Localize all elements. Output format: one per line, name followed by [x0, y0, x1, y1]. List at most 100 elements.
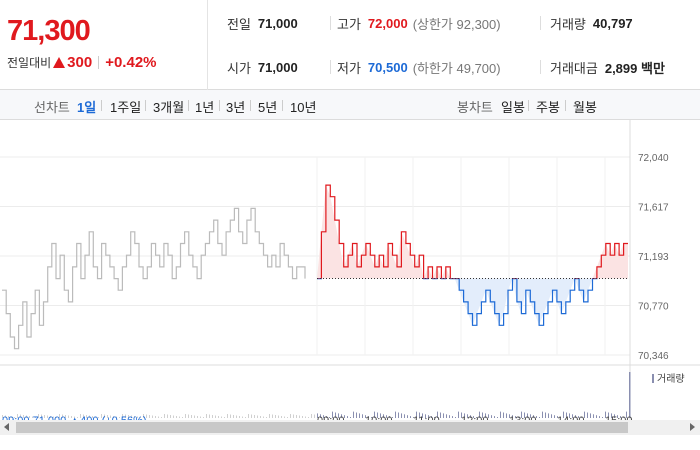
- volume-bar: [572, 414, 573, 418]
- volume-bar: [287, 417, 288, 418]
- stat-value: 71,000: [257, 59, 298, 75]
- stat-open: 시가 71,000: [227, 57, 298, 77]
- volume-bar: [524, 412, 525, 418]
- volume-bar: [299, 415, 300, 418]
- volume-bar: [146, 414, 147, 418]
- chart-scrollbar[interactable]: [0, 420, 700, 435]
- range-3y[interactable]: 3년: [226, 100, 246, 115]
- change-label: 전일대비: [7, 56, 52, 70]
- candle-weekly[interactable]: 주봉: [536, 100, 560, 115]
- candle-chart-label: 봉차트: [457, 100, 493, 115]
- volume-bar: [428, 415, 429, 418]
- volume-bar: [2, 415, 3, 418]
- candle-monthly[interactable]: 월봉: [573, 100, 597, 115]
- scroll-left-icon[interactable]: [4, 423, 9, 431]
- volume-bar: [149, 415, 150, 418]
- range-1d[interactable]: 1일: [77, 100, 97, 115]
- volume-bar: [89, 415, 90, 418]
- volume-bar: [515, 416, 516, 418]
- volume-bar: [20, 414, 21, 418]
- volume-bar: [182, 417, 183, 418]
- current-price: 71,300: [7, 15, 91, 47]
- volume-bar: [308, 417, 309, 418]
- candle-daily[interactable]: 일봉: [501, 100, 525, 115]
- volume-bar: [425, 414, 426, 418]
- range-10y[interactable]: 10년: [290, 100, 317, 115]
- y-tick-label: 71,617: [638, 203, 669, 214]
- scroll-right-icon[interactable]: [690, 423, 695, 431]
- volume-bar: [560, 417, 561, 418]
- volume-bar: [593, 414, 594, 418]
- stat-label: 고가: [337, 16, 361, 32]
- volume-bar: [416, 411, 417, 418]
- volume-bar: [443, 413, 444, 418]
- volume-bar: [293, 414, 294, 418]
- volume-bar: [23, 415, 24, 418]
- volume-bar: [254, 415, 255, 418]
- volume-bar: [131, 415, 132, 418]
- volume-bar: [116, 416, 117, 418]
- volume-bar: [323, 415, 324, 418]
- volume-bar: [383, 414, 384, 418]
- x-axis-label: 09:00 71,000 ▲400 (+0.56%): [2, 415, 147, 420]
- volume-bar: [59, 414, 60, 418]
- volume-bar: [488, 414, 489, 418]
- x-axis-label: 12:00: [461, 415, 489, 420]
- volume-bar: [206, 414, 207, 418]
- volume-bar: [113, 416, 114, 418]
- volume-bar: [629, 372, 631, 418]
- price-box: 71,300 전일대비 300 +0.42%: [0, 0, 208, 90]
- volume-bar: [500, 411, 501, 418]
- volume-bar: [242, 416, 243, 418]
- volume-bar: [11, 416, 12, 418]
- volume-bar: [338, 413, 339, 418]
- volume-bar: [479, 411, 480, 418]
- volume-bar: [494, 416, 495, 418]
- x-axis-label: 11:00: [413, 415, 440, 420]
- volume-bar: [347, 416, 348, 418]
- volume-bar: [575, 415, 576, 418]
- volume-bar: [194, 415, 195, 418]
- volume-bar: [83, 414, 84, 418]
- volume-bar: [566, 412, 567, 418]
- volume-bar: [197, 416, 198, 418]
- volume-bar: [377, 412, 378, 418]
- volume-bar: [8, 416, 9, 418]
- volume-bar: [332, 411, 333, 418]
- volume-bar: [458, 411, 459, 418]
- divider: [188, 100, 189, 111]
- volume-bar: [473, 416, 474, 418]
- stat-prev-close: 전일 71,000: [227, 13, 298, 33]
- range-1y[interactable]: 1년: [195, 100, 215, 115]
- volume-bar: [26, 415, 27, 418]
- volume-bar: [104, 414, 105, 418]
- volume-bar: [353, 411, 354, 418]
- stat-sub: (상한가 92,300): [412, 16, 501, 32]
- volume-bar: [179, 416, 180, 418]
- volume-bar: [395, 411, 396, 418]
- volume-bar: [602, 417, 603, 418]
- volume-bar: [311, 414, 312, 418]
- x-axis-label: 13:00: [509, 415, 537, 420]
- volume-bar: [284, 416, 285, 418]
- volume-bar: [350, 417, 351, 418]
- volume-bar: [215, 415, 216, 418]
- volume-bar: [119, 417, 120, 418]
- volume-bar: [545, 412, 546, 418]
- volume-bar: [209, 414, 210, 418]
- x-axis-label: 10:00: [365, 415, 393, 420]
- volume-bar: [329, 417, 330, 418]
- x-axis-labels: 09:00 71,000 ▲400 (+0.56%) 09:00 10:00 11:0…: [2, 415, 633, 420]
- volume-bar: [98, 417, 99, 418]
- range-5y[interactable]: 5년: [258, 100, 278, 115]
- scrollbar-thumb[interactable]: [16, 422, 628, 433]
- volume-bar: [221, 416, 222, 418]
- range-3m[interactable]: 3개월: [153, 100, 185, 115]
- range-1w[interactable]: 1주일: [110, 100, 142, 115]
- volume-bar: [596, 415, 597, 418]
- volume-bar: [200, 416, 201, 418]
- volume-bar: [107, 415, 108, 418]
- volume-bar: [233, 415, 234, 418]
- volume-bar: [314, 414, 315, 418]
- stat-trade-value: 거래대금 2,899 백만: [550, 57, 665, 77]
